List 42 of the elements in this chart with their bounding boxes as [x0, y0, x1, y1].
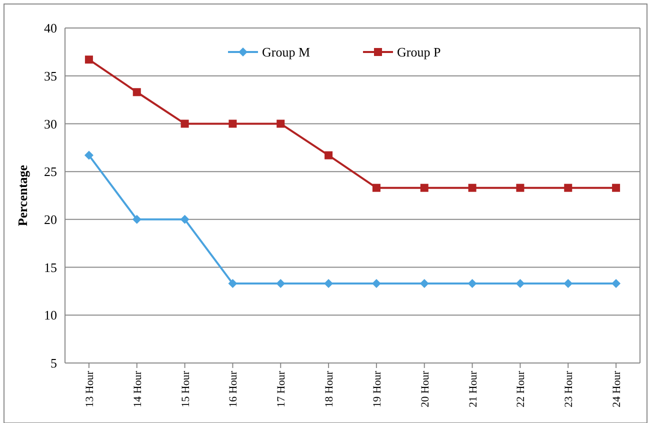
point [228, 279, 238, 288]
y-tick-label: 20 [44, 212, 57, 227]
point [132, 214, 142, 224]
x-tick-label: 15 Hour [180, 370, 192, 408]
y-tick-label: 5 [50, 356, 57, 371]
point [180, 214, 190, 224]
x-tick-label: 16 Hour [228, 370, 240, 408]
y-tick-label: 15 [44, 260, 57, 275]
y-tick-label: 40 [44, 20, 57, 36]
x-tick-label: 21 Hour [467, 370, 480, 408]
x-tick-label: 14 Hour [132, 370, 144, 408]
point [84, 56, 93, 64]
point [612, 279, 621, 288]
legend-label: Group P [397, 44, 441, 60]
point [564, 184, 572, 192]
point [228, 120, 237, 128]
x-tick-label: 19 Hour [371, 370, 384, 408]
legend-label: Group M [262, 44, 310, 60]
point [468, 279, 477, 288]
point [372, 184, 380, 192]
point [132, 88, 141, 96]
point [420, 184, 428, 192]
point [468, 184, 476, 192]
point [276, 120, 285, 128]
y-tick-label: 30 [44, 116, 57, 132]
y-tick-label: 10 [44, 308, 57, 323]
y-axis-title: Percentage [15, 164, 30, 226]
point [612, 184, 620, 192]
x-tick-label: 18 Hour [324, 370, 336, 408]
x-tick-label: 17 Hour [276, 370, 288, 408]
x-tick-label: 22 Hour [515, 370, 528, 408]
x-tick-label: 13 Hour [84, 370, 96, 408]
y-tick-label: 35 [44, 68, 57, 84]
x-tick-label: 24 Hour [611, 370, 624, 408]
y-tick-label: 25 [44, 164, 57, 180]
point [84, 150, 94, 160]
point [180, 120, 189, 128]
x-tick-label: 20 Hour [419, 370, 432, 408]
point [516, 279, 525, 288]
point [516, 184, 524, 192]
point [324, 151, 333, 160]
x-tick-label: 23 Hour [563, 370, 576, 408]
